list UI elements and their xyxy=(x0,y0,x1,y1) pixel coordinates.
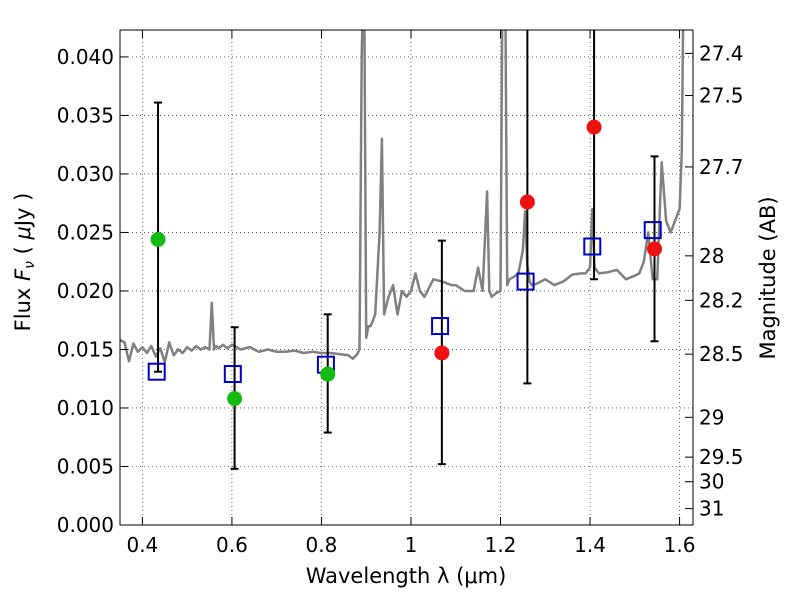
y-tick-label: 0.000 xyxy=(57,513,114,537)
observed-red-marker xyxy=(647,241,663,257)
right-tick-label: 29.5 xyxy=(699,445,744,469)
right-tick-label: 31 xyxy=(699,497,724,521)
right-tick-label: 28.5 xyxy=(699,342,744,366)
model-square-marker xyxy=(431,317,450,336)
observed-red-marker xyxy=(586,119,602,135)
y-tick-label: 0.025 xyxy=(57,220,114,244)
right-tick-label: 30 xyxy=(699,470,724,494)
grid xyxy=(120,30,693,526)
axes: 0.4 0.6 0.8 1 1.2 1.4 1.6 0.000 0.005 0.010 0.015 0… xyxy=(57,30,744,557)
right-tick-label: 27.7 xyxy=(699,155,744,179)
observed-green-marker xyxy=(227,391,243,407)
y-axis-label-group: Flux Fν ( μJy ) xyxy=(11,193,38,332)
x-tick-label: 1.2 xyxy=(485,533,517,557)
y-tick-label: 0.020 xyxy=(57,279,114,303)
x-tick-label: 0.6 xyxy=(216,533,248,557)
y-tick-label: 0.015 xyxy=(57,337,114,361)
observed-red-marker xyxy=(519,194,535,210)
right-tick-label: 27.5 xyxy=(699,84,744,108)
y-axis-right-label: Magnitude (AB) xyxy=(756,196,780,359)
right-tick-label: 29 xyxy=(699,405,724,429)
x-tick-label: 1.4 xyxy=(574,533,606,557)
observed-red-marker xyxy=(434,345,450,361)
y-tick-label: 0.040 xyxy=(57,45,114,69)
y-axis-label: Flux Fν ( μJy ) xyxy=(11,193,38,332)
plot-frame xyxy=(119,29,694,526)
template-spectrum-line xyxy=(120,30,685,364)
right-tick-label: 28.2 xyxy=(699,288,744,312)
plot-area xyxy=(120,30,685,470)
observed-green-marker xyxy=(320,366,336,382)
right-tick-label: 28 xyxy=(699,244,724,268)
x-axis-label: Wavelength λ (μm) xyxy=(306,564,507,588)
x-tick-label: 0.4 xyxy=(126,533,158,557)
model-square-marker xyxy=(223,365,242,384)
y-tick-label: 0.010 xyxy=(57,396,114,420)
observed-green-marker xyxy=(150,231,166,247)
x-tick-label: 0.8 xyxy=(306,533,338,557)
model-square-marker xyxy=(583,237,602,256)
model-square-marker xyxy=(643,221,662,240)
x-tick-label: 1 xyxy=(405,533,418,557)
y-tick-label: 0.030 xyxy=(57,162,114,186)
y-tick-label: 0.035 xyxy=(57,103,114,127)
x-tick-label: 1.6 xyxy=(664,533,696,557)
model-square-marker xyxy=(516,272,535,291)
right-tick-label: 27.4 xyxy=(699,41,744,65)
model-square-marker xyxy=(147,362,166,381)
y-tick-label: 0.005 xyxy=(57,454,114,478)
